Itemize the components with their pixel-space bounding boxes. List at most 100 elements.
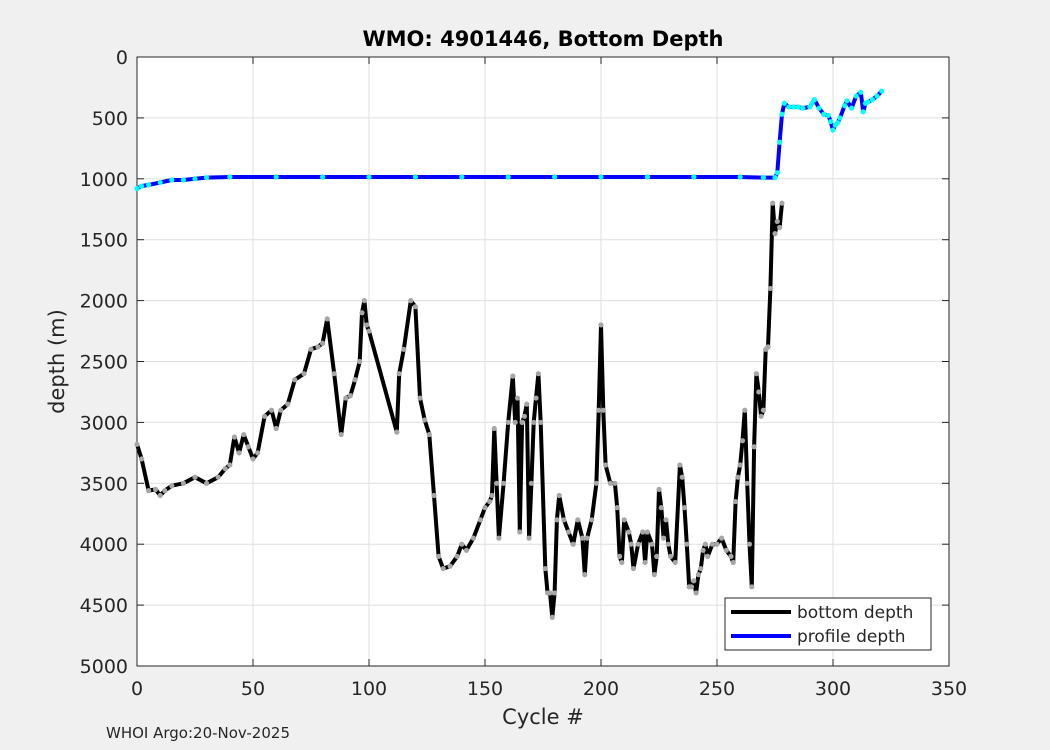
data-point	[157, 179, 163, 186]
data-point	[431, 492, 437, 499]
data-point	[570, 541, 576, 547]
data-point	[500, 480, 507, 486]
data-point	[779, 111, 785, 117]
data-point	[204, 174, 210, 181]
data-point	[169, 177, 175, 183]
data-point	[494, 480, 500, 486]
data-point	[459, 174, 465, 180]
data-point	[549, 614, 555, 620]
data-point	[343, 395, 349, 401]
data-point	[554, 517, 560, 523]
x-axis-label: Cycle #	[502, 705, 584, 729]
data-point	[790, 104, 797, 110]
data-point	[215, 474, 221, 480]
y-tick-label: 4000	[80, 534, 128, 556]
data-point	[835, 120, 841, 126]
data-point	[505, 174, 511, 180]
data-point	[575, 517, 581, 523]
y-tick-label: 1000	[80, 169, 128, 191]
data-point	[614, 505, 620, 511]
data-point	[719, 535, 725, 541]
footer-credit: WHOI Argo:20-Nov-2025	[106, 724, 290, 742]
data-point	[582, 572, 588, 578]
data-point	[821, 111, 827, 117]
y-tick-label: 0	[116, 47, 128, 69]
data-point	[552, 174, 558, 180]
data-point	[658, 505, 664, 511]
data-point	[619, 559, 625, 566]
data-point	[542, 565, 548, 572]
legend-label: bottom depth	[797, 603, 913, 623]
data-point	[396, 371, 402, 377]
data-point	[531, 419, 537, 425]
data-point	[695, 572, 702, 578]
data-point	[236, 450, 242, 456]
data-point	[565, 529, 572, 535]
data-point	[700, 547, 706, 553]
data-point	[579, 535, 586, 541]
data-point	[679, 474, 685, 480]
x-tick-label: 100	[351, 678, 387, 700]
data-point	[526, 535, 532, 541]
data-point	[874, 93, 880, 99]
data-point	[842, 103, 848, 109]
data-point	[656, 486, 662, 492]
data-point	[728, 553, 734, 559]
data-point	[672, 559, 678, 566]
y-tick-label: 500	[92, 108, 128, 130]
data-point	[612, 480, 618, 486]
data-point	[751, 444, 757, 450]
data-point	[324, 316, 330, 322]
data-point	[723, 547, 729, 553]
data-point	[800, 105, 806, 111]
data-point	[470, 535, 476, 541]
data-point	[644, 174, 651, 180]
data-point	[517, 529, 523, 535]
data-point	[781, 100, 787, 106]
data-point	[524, 401, 530, 407]
legend: bottom depth profile depth	[724, 597, 932, 651]
data-point	[491, 425, 497, 432]
data-point	[848, 105, 855, 111]
data-point	[626, 529, 632, 535]
data-point	[749, 584, 755, 590]
data-point	[816, 105, 822, 111]
data-point	[447, 563, 453, 569]
data-point	[714, 541, 720, 547]
data-point	[241, 431, 247, 438]
data-point	[770, 200, 776, 206]
data-point	[308, 346, 314, 352]
data-point	[621, 517, 627, 523]
data-point	[134, 185, 140, 192]
data-point	[795, 104, 801, 110]
x-tick-label: 200	[583, 678, 619, 700]
data-point	[732, 498, 739, 505]
y-tick-label: 2000	[80, 291, 128, 313]
data-point	[347, 393, 354, 399]
data-point	[746, 541, 753, 547]
data-point	[463, 547, 470, 553]
data-point	[681, 505, 688, 511]
data-point	[737, 462, 743, 468]
data-point	[459, 541, 465, 547]
data-point	[760, 407, 767, 413]
data-point	[607, 480, 613, 486]
data-point	[628, 541, 634, 547]
data-point	[642, 559, 648, 566]
data-point	[744, 480, 750, 486]
data-point	[552, 590, 558, 596]
data-point	[774, 218, 780, 225]
data-point	[477, 517, 483, 523]
x-tick-label: 0	[131, 678, 143, 700]
data-point	[227, 462, 233, 468]
data-point	[828, 118, 834, 125]
data-point	[262, 413, 268, 419]
data-point	[487, 498, 493, 505]
data-point	[830, 127, 836, 133]
data-point	[436, 553, 442, 559]
data-point	[635, 541, 641, 547]
data-point	[454, 553, 460, 559]
series-markers-profile-depth	[134, 88, 885, 192]
data-point	[315, 344, 321, 350]
data-point	[301, 371, 307, 377]
